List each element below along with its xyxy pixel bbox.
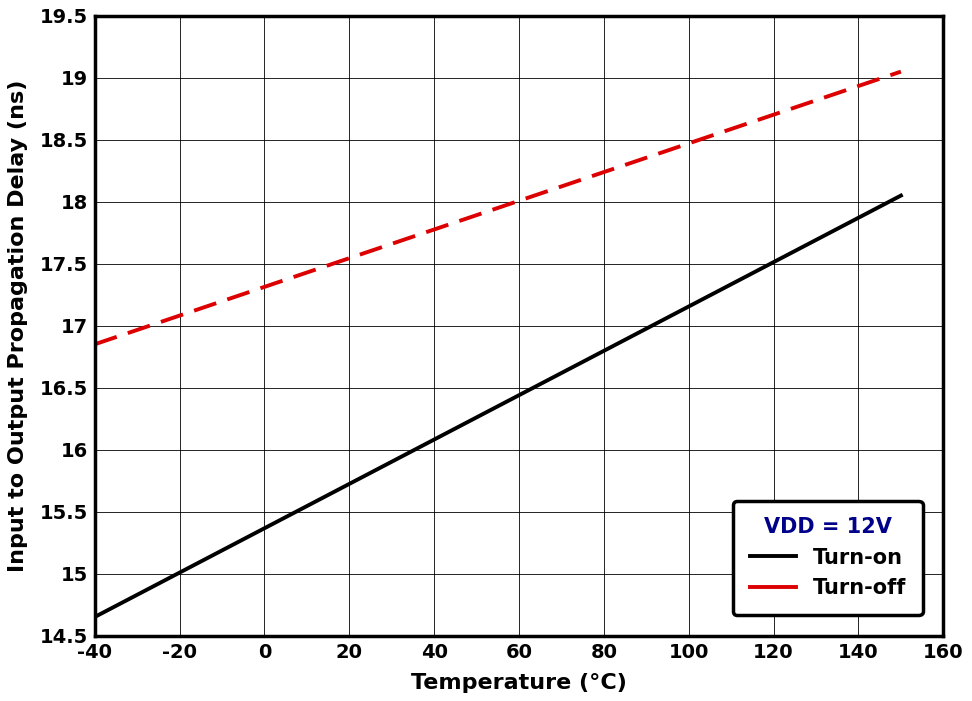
Y-axis label: Input to Output Propagation Delay (ns): Input to Output Propagation Delay (ns): [9, 79, 28, 572]
X-axis label: Temperature (°C): Temperature (°C): [411, 673, 627, 693]
Legend: Turn-on, Turn-off: Turn-on, Turn-off: [733, 501, 922, 615]
